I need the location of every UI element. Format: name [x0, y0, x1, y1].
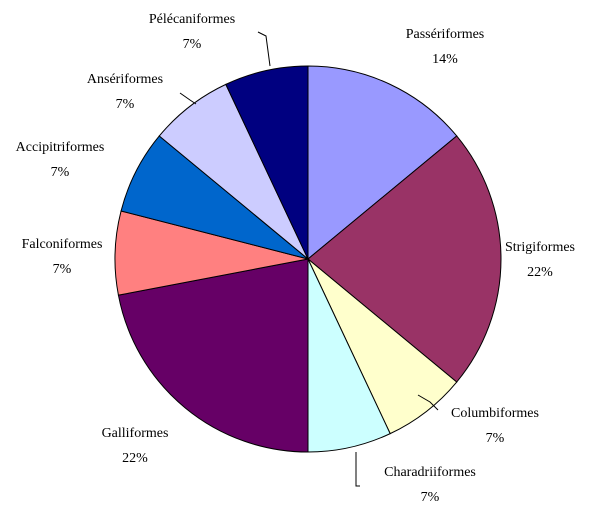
slice-value-label: 14% [432, 52, 458, 67]
leader-line [257, 31, 271, 67]
leader-line [417, 394, 439, 411]
slice-value-label: 7% [116, 97, 135, 112]
slice-label: Accipitriformes [16, 140, 105, 155]
slice-label: Charadriiformes [384, 465, 476, 480]
slice-value-label: 7% [486, 431, 505, 446]
slice-value-label: 22% [527, 265, 553, 280]
pie-slice [307, 135, 502, 383]
slice-value-label: 7% [421, 490, 440, 505]
pie-slice [225, 65, 309, 260]
slice-value-label: 7% [53, 262, 72, 277]
leader-lines [179, 31, 439, 487]
slice-label: Passériformes [406, 27, 485, 42]
slice-label: Galliformes [102, 426, 169, 441]
slice-label: Falconiformes [22, 237, 103, 252]
leader-line [355, 452, 360, 487]
slice-label: Columbiformes [451, 406, 539, 421]
slice-label: Pélécaniformes [149, 12, 235, 27]
pie-slice [117, 258, 309, 453]
slice-value-label: 7% [51, 165, 70, 180]
leader-line [179, 92, 197, 105]
slice-label: Ansériformes [87, 72, 163, 87]
slice-value-label: 7% [183, 37, 202, 52]
slice-value-label: 22% [122, 451, 148, 466]
pie-slice [307, 65, 458, 261]
slice-label: Strigiformes [505, 240, 575, 255]
